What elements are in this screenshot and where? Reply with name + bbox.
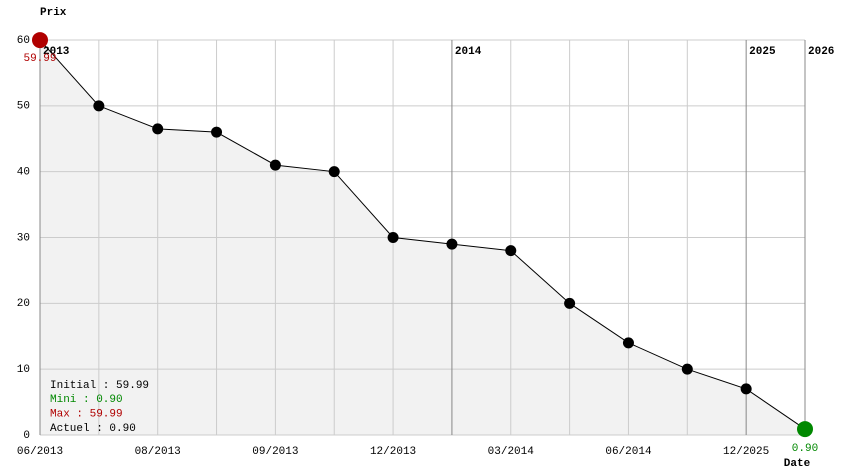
x-axis-title: Date xyxy=(784,458,811,470)
year-label: 2014 xyxy=(455,46,482,58)
point xyxy=(328,166,340,178)
value-label: 0.90 xyxy=(792,443,818,455)
x-tick-label: 08/2013 xyxy=(135,446,181,458)
x-tick-label: 03/2014 xyxy=(488,446,535,458)
point xyxy=(93,100,105,112)
y-tick-label: 20 xyxy=(17,298,30,310)
stat-line: Mini : 0.90 xyxy=(50,394,123,406)
point xyxy=(269,159,281,171)
point xyxy=(152,123,164,135)
y-tick-label: 10 xyxy=(17,364,30,376)
x-tick-label: 09/2013 xyxy=(252,446,298,458)
stat-line: Max : 59.99 xyxy=(50,409,123,421)
y-tick-label: 40 xyxy=(17,167,30,179)
point xyxy=(387,232,399,243)
year-label: 2013 xyxy=(43,46,70,58)
stat-line: Actuel : 0.90 xyxy=(50,423,136,435)
year-label: 2026 xyxy=(808,46,834,58)
area xyxy=(40,40,805,436)
x-tick-label: 06/2014 xyxy=(605,446,652,458)
y-tick-label: 50 xyxy=(17,101,30,113)
point xyxy=(797,421,813,438)
y-tick-label: 0 xyxy=(23,430,30,442)
point xyxy=(446,238,458,250)
y-tick-label: 60 xyxy=(17,35,30,47)
year-label: 2025 xyxy=(749,46,776,58)
point xyxy=(564,297,576,309)
y-tick-label: 30 xyxy=(17,232,30,244)
x-tick-label: 12/2013 xyxy=(370,446,416,458)
line xyxy=(39,39,806,430)
point xyxy=(681,363,693,375)
point xyxy=(32,32,48,49)
point xyxy=(740,383,752,395)
x-tick-label: 12/2025 xyxy=(723,446,769,458)
point xyxy=(622,337,634,349)
point xyxy=(211,126,223,138)
x-tick-label: 06/2013 xyxy=(17,446,63,458)
stat-line: Initial : 59.99 xyxy=(50,380,149,392)
y-axis-title: Prix xyxy=(40,7,67,19)
value-label: 59.99 xyxy=(23,53,56,65)
point xyxy=(505,245,517,257)
